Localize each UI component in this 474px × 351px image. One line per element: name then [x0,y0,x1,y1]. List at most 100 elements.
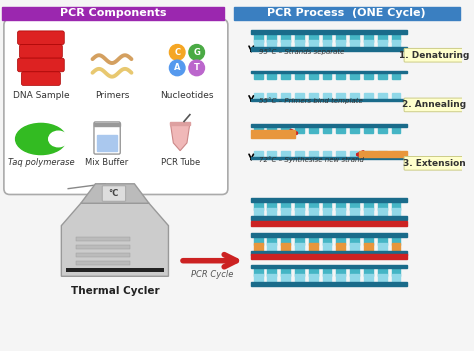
Bar [323,208,331,216]
Bar [251,99,407,101]
Bar [350,151,359,157]
Bar [171,122,190,125]
Text: Nucleotides: Nucleotides [160,91,214,100]
Bar [281,237,290,245]
Bar [323,34,331,42]
Bar [309,151,318,157]
Bar [309,269,318,276]
Bar [378,202,387,210]
Bar [323,202,331,210]
Bar [392,93,401,99]
Bar [378,274,387,282]
Text: Taq polymerase: Taq polymerase [8,158,74,167]
Text: G: G [193,48,200,57]
Bar [281,127,290,133]
FancyBboxPatch shape [4,19,228,194]
Bar [251,47,407,51]
FancyBboxPatch shape [102,186,126,201]
Bar [295,237,304,245]
Bar [364,208,373,216]
Text: Primers: Primers [95,91,129,100]
Bar [323,73,331,79]
Bar [309,243,318,251]
Text: 55°C – Primers bind template: 55°C – Primers bind template [259,98,363,104]
Bar [281,269,290,276]
Bar [392,274,401,282]
Bar [76,237,129,241]
Bar [281,93,290,99]
Bar [254,208,263,216]
Bar [323,269,331,276]
Bar [251,221,407,226]
Bar [295,127,304,133]
FancyBboxPatch shape [404,157,465,170]
Text: C: C [174,48,180,57]
Polygon shape [171,124,190,151]
Bar [254,151,263,157]
Circle shape [169,60,185,76]
Bar [337,40,345,47]
Bar [364,93,373,99]
Bar [295,269,304,276]
Bar [94,124,120,126]
Bar [254,274,263,282]
Bar [323,243,331,251]
Bar [281,151,290,157]
Bar [337,151,345,157]
Bar [309,93,318,99]
Bar [364,243,373,251]
Bar [254,73,263,79]
FancyBboxPatch shape [404,48,465,62]
Bar [267,208,276,216]
Bar [251,216,407,220]
Bar [295,73,304,79]
Bar [295,208,304,216]
Bar [251,265,407,269]
Bar [337,73,345,79]
Bar [350,127,359,133]
Bar [392,127,401,133]
Text: PCR Process  (ONE Cycle): PCR Process (ONE Cycle) [267,8,426,18]
Bar [254,237,263,245]
Bar [378,243,387,251]
Bar [364,151,373,157]
Circle shape [169,45,185,60]
Text: 2. Annealing: 2. Annealing [402,100,466,110]
Bar [267,151,276,157]
Bar [309,40,318,47]
Bar [76,261,129,265]
Bar [234,7,460,20]
Bar [323,274,331,282]
Text: Mix Buffer: Mix Buffer [85,158,129,167]
Text: PCR Components: PCR Components [60,8,166,18]
Bar [364,127,373,133]
Circle shape [189,60,204,76]
Bar [309,127,318,133]
Bar [2,7,224,20]
Bar [267,243,276,251]
Bar [295,202,304,210]
Bar [350,237,359,245]
Bar [254,40,263,47]
Bar [254,202,263,210]
Bar [267,274,276,282]
Bar [337,202,345,210]
Bar [254,93,263,99]
Ellipse shape [16,124,66,154]
Bar [251,282,407,286]
Bar [254,269,263,276]
Bar [281,202,290,210]
Bar [337,237,345,245]
Bar [350,208,359,216]
Bar [76,245,129,249]
Bar [281,274,290,282]
FancyBboxPatch shape [18,31,64,45]
Bar [267,34,276,42]
Bar [281,208,290,216]
Bar [378,73,387,79]
Bar [267,202,276,210]
Bar [295,40,304,47]
Bar [251,233,407,237]
Bar [392,208,401,216]
Bar [251,157,407,159]
